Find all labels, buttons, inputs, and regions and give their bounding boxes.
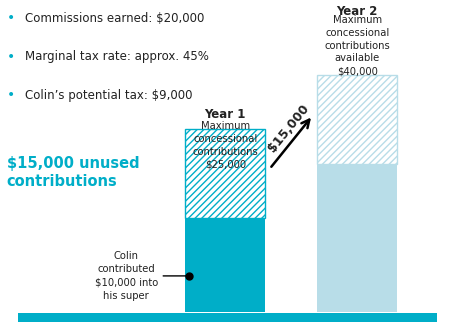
Text: $15,000 unused
contributions: $15,000 unused contributions	[7, 156, 139, 189]
Text: Year 2: Year 2	[337, 5, 378, 18]
Text: Commissions earned: $20,000: Commissions earned: $20,000	[25, 12, 204, 25]
Bar	[18, 313, 437, 322]
Text: •: •	[7, 11, 15, 25]
Bar	[318, 75, 397, 164]
Text: Maximum
concessional
contributions
$25,000: Maximum concessional contributions $25,0…	[192, 121, 258, 170]
Text: Marginal tax rate: approx. 45%: Marginal tax rate: approx. 45%	[25, 51, 209, 63]
Text: •: •	[7, 50, 15, 64]
Bar	[186, 218, 265, 312]
Text: Maximum
concessional
contributions
available
$40,000: Maximum concessional contributions avail…	[324, 15, 390, 76]
Text: Colin’s potential tax: $9,000: Colin’s potential tax: $9,000	[25, 89, 192, 102]
Bar	[318, 164, 397, 312]
Text: Colin
contributed
$10,000 into
his super: Colin contributed $10,000 into his super	[95, 251, 158, 301]
Bar	[186, 129, 265, 218]
Text: •: •	[7, 88, 15, 103]
Text: Year 1: Year 1	[205, 108, 246, 121]
Text: $15,000: $15,000	[266, 103, 312, 155]
